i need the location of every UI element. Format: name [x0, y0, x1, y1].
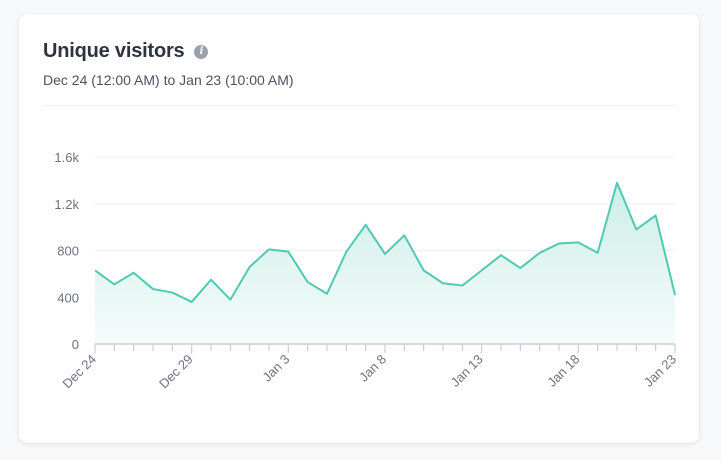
area-fill: [95, 182, 675, 344]
y-tick-label: 1.2k: [54, 197, 79, 212]
y-tick-label: 0: [72, 337, 79, 352]
x-tick-label: Jan 18: [544, 352, 582, 390]
y-axis-labels: 0 400 800 1.2k 1.6k: [54, 150, 79, 352]
info-icon[interactable]: i: [194, 44, 209, 59]
header-divider: [43, 105, 675, 106]
x-tick-label: Jan 8: [356, 352, 389, 385]
area-fill-layer: [94, 181, 676, 344]
x-tick-label: Dec 24: [59, 352, 99, 392]
title-row: Unique visitors i: [43, 40, 675, 63]
series-line: [94, 181, 676, 303]
y-tick-label: 400: [57, 290, 79, 305]
y-tick-label: 1.6k: [54, 150, 79, 165]
x-axis-labels: Dec 24 Dec 29 Jan 3 Jan 8 Jan 13 Jan 18 Jan 23: [59, 352, 679, 392]
x-tick-label: Dec 29: [156, 352, 196, 392]
x-tick-label: Jan 23: [641, 352, 679, 390]
card-header: Unique visitors i Dec 24 (12:00 AM) to J…: [43, 40, 675, 88]
x-axis: [94, 343, 676, 353]
x-tick-label: Jan 3: [259, 352, 292, 385]
chart-title: Unique visitors: [43, 40, 185, 62]
y-tick-label: 800: [57, 244, 79, 259]
x-tick-label: Jan 13: [448, 352, 486, 390]
visitors-card: Unique visitors i Dec 24 (12:00 AM) to J…: [19, 14, 699, 443]
date-range-subtitle: Dec 24 (12:00 AM) to Jan 23 (10:00 AM): [43, 72, 294, 88]
